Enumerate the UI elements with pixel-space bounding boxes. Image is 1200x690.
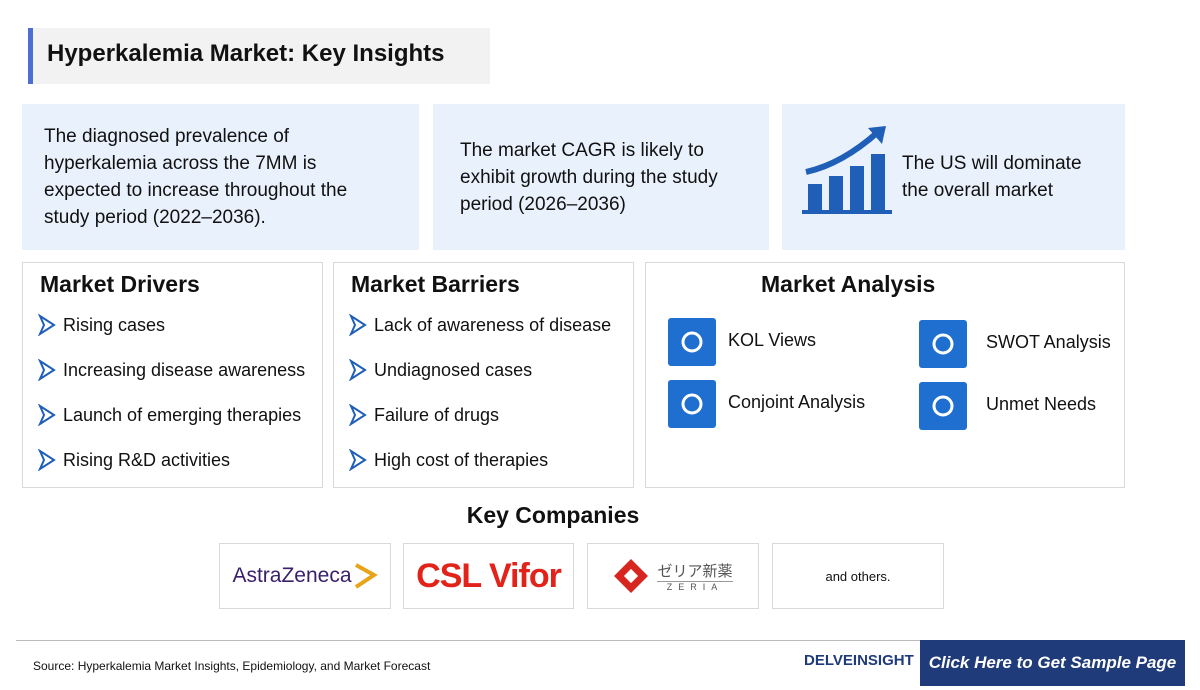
list-item: Rising cases bbox=[37, 314, 165, 336]
insight-text: The US will dominate the overall market bbox=[902, 153, 1082, 201]
cta-button[interactable]: Click Here to Get Sample Page bbox=[920, 640, 1185, 686]
chevron bbox=[38, 314, 56, 336]
insight-text: The market CAGR is likely to exhibit gro… bbox=[460, 139, 718, 215]
item-text: Lack of awareness of disease bbox=[374, 314, 612, 335]
chevron bbox=[38, 404, 56, 426]
chevron bbox=[38, 359, 56, 381]
companies-heading: Key Companies bbox=[466, 502, 640, 528]
list-item: Launch of emerging therapies bbox=[37, 404, 301, 426]
analysis-icon bbox=[668, 318, 716, 366]
source: Source: Hyperkalemia Market Insights, Ep… bbox=[33, 659, 431, 673]
icon-glyph bbox=[932, 395, 954, 417]
list-item: Undiagnosed cases bbox=[348, 359, 532, 381]
analysis-label: SWOT Analysis bbox=[986, 332, 1111, 353]
item-text: Conjoint Analysis bbox=[728, 392, 866, 412]
item-text: Undiagnosed cases bbox=[374, 359, 533, 380]
logo-text: CSL Vifor bbox=[416, 556, 562, 595]
logo-stack: ゼリア新薬 ZERIA bbox=[657, 560, 733, 592]
title: Hyperkalemia Market: Key Insights bbox=[47, 40, 445, 67]
item-text: Rising cases bbox=[63, 314, 166, 335]
icon-tile bbox=[919, 320, 967, 368]
icon-glyph bbox=[932, 333, 954, 355]
analysis-label: Conjoint Analysis bbox=[728, 392, 865, 413]
analysis-icon bbox=[668, 380, 716, 428]
item-text: Unmet Needs bbox=[986, 394, 1097, 414]
logo-icon bbox=[354, 563, 378, 589]
item-text: KOL Views bbox=[728, 330, 817, 350]
logo: AstraZeneca bbox=[219, 543, 391, 609]
logo: and others. bbox=[772, 543, 944, 609]
title-box: Hyperkalemia Market: Key Insights bbox=[28, 28, 490, 84]
logo-text: and others. bbox=[825, 568, 891, 584]
insight: The US will dominate the overall market bbox=[782, 104, 1125, 250]
section-heading: Market Barriers bbox=[351, 271, 520, 297]
item-text: Launch of emerging therapies bbox=[63, 404, 302, 425]
chevron bbox=[349, 359, 367, 381]
barriers-box: Market Barriers bbox=[333, 262, 634, 488]
icon-tile bbox=[919, 382, 967, 430]
list-item: Lack of awareness of disease bbox=[348, 314, 611, 336]
list-item: Rising R&D activities bbox=[37, 449, 230, 471]
divider bbox=[16, 640, 1185, 641]
analysis-label: Unmet Needs bbox=[986, 394, 1096, 415]
item-text: SWOT Analysis bbox=[986, 332, 1111, 352]
drivers-box: Market Drivers bbox=[22, 262, 323, 488]
logo-text: ゼリア新薬 bbox=[657, 560, 733, 582]
icon-glyph bbox=[681, 393, 703, 415]
icon-glyph bbox=[681, 331, 703, 353]
icon-tile bbox=[668, 380, 716, 428]
insight: The diagnosed prevalence of hyperkalemia… bbox=[22, 104, 419, 250]
list-item: Failure of drugs bbox=[348, 404, 499, 426]
item-text: Increasing disease awareness bbox=[63, 359, 306, 380]
logo-text: ZERIA bbox=[666, 582, 724, 592]
section-heading: Market Drivers bbox=[40, 271, 200, 297]
item-text: Failure of drugs bbox=[374, 404, 500, 425]
chevron bbox=[38, 449, 56, 471]
growth-icon bbox=[802, 126, 892, 214]
logo-text: AstraZeneca bbox=[232, 564, 352, 587]
item-text: Rising R&D activities bbox=[63, 449, 231, 470]
analysis-box: Market Analysis bbox=[645, 262, 1125, 488]
chevron bbox=[349, 449, 367, 471]
item-text: High cost of therapies bbox=[374, 449, 549, 470]
logo-icon bbox=[614, 559, 649, 593]
section-heading: Market Analysis bbox=[761, 271, 936, 297]
list-item: Increasing disease awareness bbox=[37, 359, 305, 381]
list-item: High cost of therapies bbox=[348, 449, 548, 471]
logo: ゼリア新薬 ZERIA bbox=[587, 543, 759, 609]
chevron bbox=[349, 404, 367, 426]
analysis-icon bbox=[919, 320, 967, 368]
chevron bbox=[349, 314, 367, 336]
analysis-icon bbox=[919, 382, 967, 430]
brand: DELVEINSIGHT bbox=[804, 652, 914, 669]
insight-text: The diagnosed prevalence of hyperkalemia… bbox=[44, 126, 348, 228]
logo: CSL Vifor bbox=[403, 543, 574, 609]
analysis-label: KOL Views bbox=[728, 330, 816, 351]
insight: The market CAGR is likely to exhibit gro… bbox=[433, 104, 769, 250]
icon-tile bbox=[668, 318, 716, 366]
